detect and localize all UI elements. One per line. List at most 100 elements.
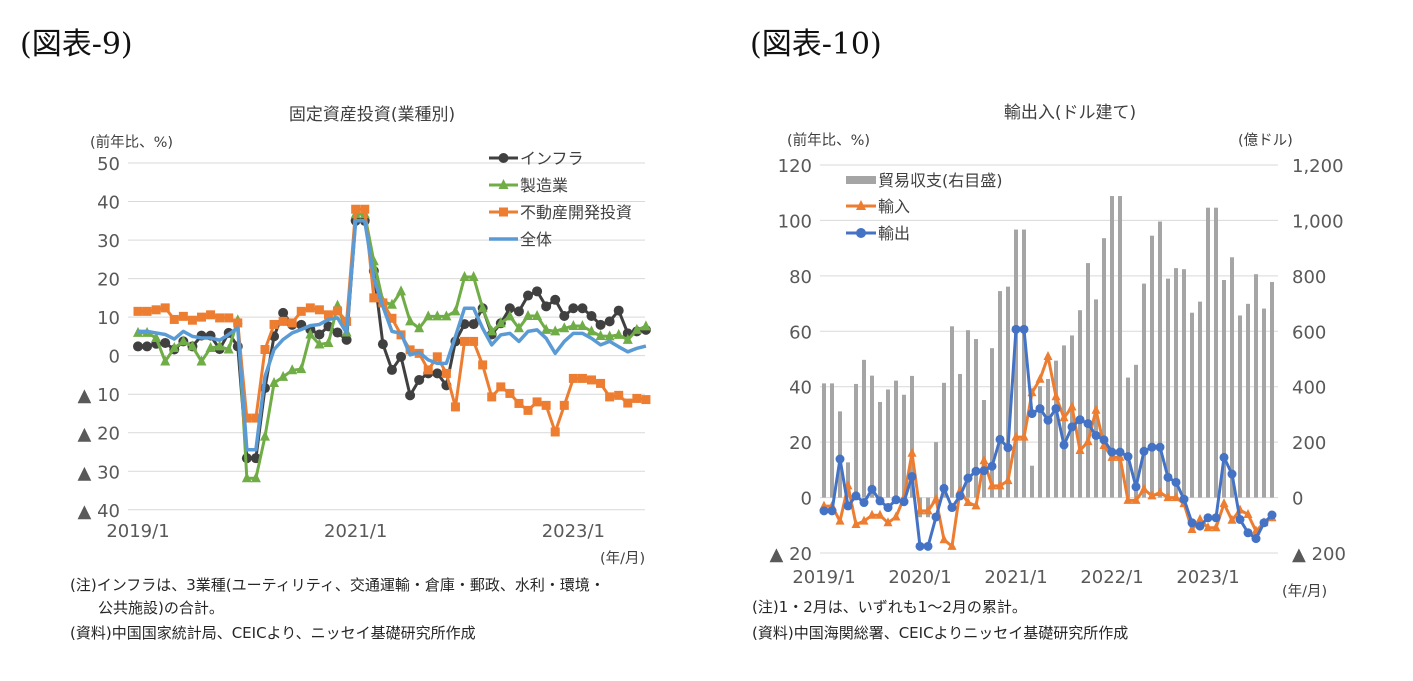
- y2-tick-label: 400: [1292, 378, 1326, 399]
- x-tick-label: 2023/1: [542, 521, 605, 542]
- circle-marker-icon: [856, 228, 866, 238]
- data-point: [907, 447, 917, 457]
- data-point: [843, 501, 853, 511]
- data-point: [1051, 404, 1061, 414]
- data-point: [477, 302, 488, 313]
- series-全体: [138, 219, 647, 452]
- legend-label: 製造業: [520, 176, 568, 195]
- y2-tick-label: ▲ 200: [1292, 544, 1346, 565]
- data-point: [405, 345, 415, 355]
- y2-tick-label: 1,000: [1292, 211, 1344, 232]
- chart-9-plot: [133, 204, 651, 483]
- chart-9-note-2: 公共施設)の合計。: [98, 599, 224, 617]
- data-point: [1259, 518, 1269, 528]
- data-point: [287, 318, 297, 328]
- bar: [974, 339, 978, 498]
- bar: [1206, 207, 1210, 498]
- data-point: [468, 271, 479, 282]
- series-輸出: [819, 324, 1277, 551]
- chart-10-plot: [819, 324, 1277, 551]
- bar: [990, 348, 994, 498]
- data-point: [631, 323, 642, 334]
- bar: [1054, 360, 1058, 498]
- y-tick-label: 40: [97, 193, 120, 214]
- data-point: [1179, 494, 1189, 504]
- data-point: [1043, 415, 1053, 425]
- data-point: [1155, 442, 1165, 452]
- data-point: [432, 368, 443, 379]
- bar: [1150, 235, 1154, 498]
- data-point: [568, 373, 578, 383]
- data-point: [386, 364, 397, 375]
- data-point: [1003, 475, 1013, 485]
- bar: [1190, 312, 1194, 498]
- data-point: [459, 271, 470, 282]
- data-point: [196, 312, 206, 322]
- data-point: [939, 534, 949, 544]
- bar: [1038, 386, 1042, 498]
- triangle-marker-icon: [856, 200, 866, 210]
- bar: [982, 400, 986, 498]
- series-不動産開発投資: [133, 204, 651, 437]
- data-point: [1059, 440, 1069, 450]
- data-point: [514, 398, 524, 408]
- y-tick-label: 0: [801, 489, 812, 510]
- data-point: [883, 517, 893, 527]
- data-point: [915, 541, 925, 551]
- bar: [1214, 207, 1218, 498]
- data-point: [577, 303, 588, 314]
- data-point: [386, 298, 397, 309]
- data-point: [1035, 404, 1045, 414]
- data-point: [1139, 446, 1149, 456]
- data-point: [963, 473, 973, 483]
- bar: [1126, 377, 1130, 498]
- y-tick-label: ▲ 40: [78, 501, 120, 522]
- data-point: [278, 370, 289, 381]
- bar: [1238, 315, 1242, 498]
- data-point: [641, 395, 651, 405]
- bar: [854, 383, 858, 498]
- data-point: [604, 330, 615, 341]
- data-point: [613, 305, 624, 316]
- data-point: [1219, 452, 1229, 462]
- data-point: [314, 305, 324, 315]
- data-point: [923, 505, 933, 515]
- data-point: [899, 497, 909, 507]
- data-point: [432, 352, 442, 362]
- y2-tick-label: 200: [1292, 433, 1326, 454]
- bar: [1270, 281, 1274, 498]
- data-point: [260, 345, 270, 355]
- data-point: [196, 355, 207, 366]
- data-point: [377, 339, 388, 350]
- bar: [1182, 269, 1186, 498]
- data-point: [1171, 492, 1181, 502]
- data-point: [559, 400, 569, 410]
- y2-tick-label: 800: [1292, 267, 1326, 288]
- data-point: [1187, 518, 1197, 528]
- data-point: [441, 368, 451, 378]
- data-point: [867, 509, 877, 519]
- data-point: [1147, 442, 1157, 452]
- data-point: [1091, 430, 1101, 440]
- data-point: [523, 309, 534, 320]
- x-tick-label: 2020/1: [888, 567, 951, 588]
- data-point: [1051, 391, 1061, 401]
- data-point: [907, 472, 917, 482]
- chart-9-x-ticks: 2019/1 2021/1 2023/1: [106, 521, 605, 542]
- bar: [1158, 221, 1162, 498]
- data-point: [441, 310, 452, 321]
- data-point: [867, 484, 877, 494]
- data-point: [1043, 351, 1053, 361]
- data-point: [287, 364, 298, 375]
- data-point: [586, 325, 597, 336]
- data-point: [931, 493, 941, 503]
- data-point: [568, 319, 579, 330]
- legend-item: 輸入: [846, 197, 910, 216]
- data-point: [151, 331, 162, 342]
- data-point: [205, 341, 216, 352]
- data-point: [604, 316, 615, 327]
- figure-9: (図表-9) 固定資産投資(業種別) (前年比、%) (年/月) (注)インフラ…: [20, 27, 651, 642]
- chart-9-y-unit: (前年比、%): [90, 134, 173, 151]
- data-point: [987, 461, 997, 471]
